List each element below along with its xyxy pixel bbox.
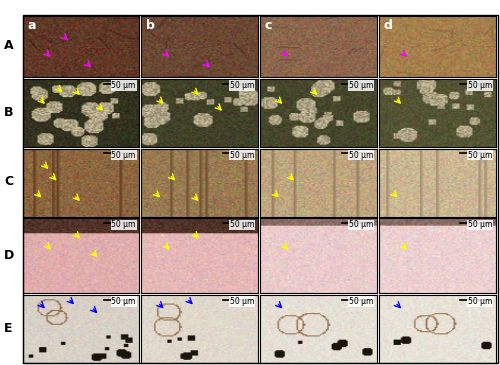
Text: 50 μm: 50 μm	[468, 151, 492, 160]
Text: 50 μm: 50 μm	[468, 81, 492, 90]
Text: 50 μm: 50 μm	[230, 220, 254, 230]
Text: 50 μm: 50 μm	[349, 220, 373, 230]
Text: 50 μm: 50 μm	[349, 81, 373, 90]
Text: 50 μm: 50 μm	[349, 151, 373, 160]
Text: c: c	[264, 19, 272, 32]
Text: B: B	[4, 106, 14, 119]
Text: b: b	[146, 19, 155, 32]
Text: a: a	[27, 19, 36, 32]
Text: C: C	[4, 176, 13, 188]
Text: d: d	[384, 19, 392, 32]
Text: 50 μm: 50 μm	[349, 297, 373, 306]
Text: 50 μm: 50 μm	[112, 151, 136, 160]
Text: 50 μm: 50 μm	[468, 220, 492, 230]
Text: 50 μm: 50 μm	[468, 297, 492, 306]
Text: 50 μm: 50 μm	[112, 220, 136, 230]
Text: E: E	[4, 322, 12, 335]
Text: 50 μm: 50 μm	[230, 151, 254, 160]
Text: 50 μm: 50 μm	[230, 297, 254, 306]
Text: D: D	[4, 249, 14, 262]
Text: 50 μm: 50 μm	[112, 297, 136, 306]
Text: A: A	[4, 39, 14, 53]
Text: 50 μm: 50 μm	[112, 81, 136, 90]
Text: 50 μm: 50 μm	[230, 81, 254, 90]
